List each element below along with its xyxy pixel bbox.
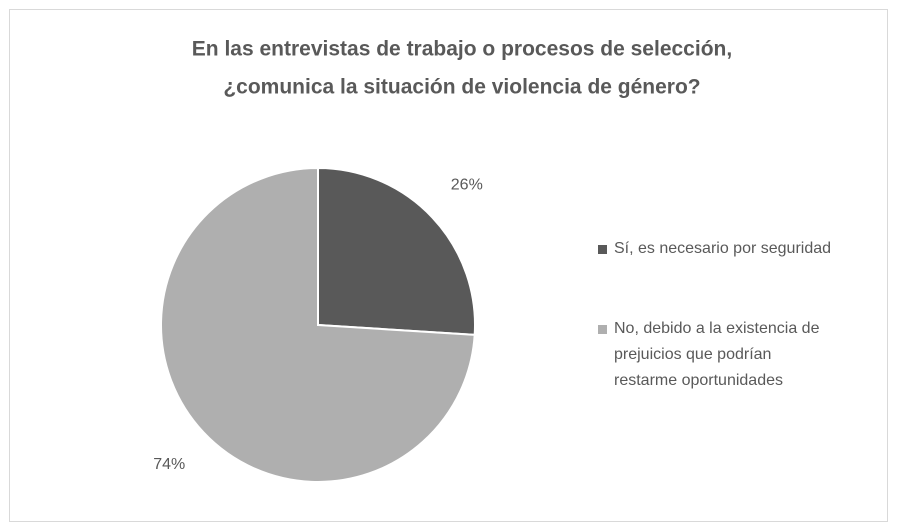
legend-label: No, debido a la existencia de prejuicios… xyxy=(614,320,820,389)
pie-slice xyxy=(317,166,476,336)
legend-swatch xyxy=(598,245,607,254)
data-label: 26% xyxy=(451,177,483,194)
chart-title: En las entrevistas de trabajo o procesos… xyxy=(192,38,732,61)
legend-entry: Sí, es necesario por seguridad xyxy=(598,236,838,262)
chart-title: ¿comunica la situación de violencia de g… xyxy=(223,76,700,99)
pie-slice xyxy=(160,166,476,483)
legend-swatch xyxy=(598,325,607,334)
legend: Sí, es necesario por seguridad No, debido… xyxy=(598,236,838,448)
data-label: 74% xyxy=(153,456,185,473)
legend-label: Sí, es necesario por seguridad xyxy=(614,240,832,257)
legend-entry: No, debido a la existencia de prejuicios… xyxy=(598,316,838,394)
